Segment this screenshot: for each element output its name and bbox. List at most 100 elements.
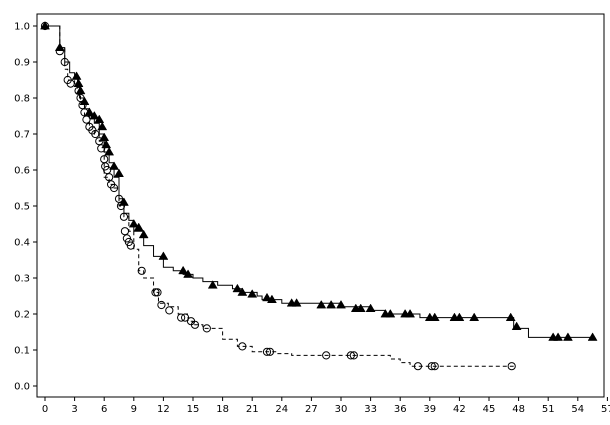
series-1-circle-marker: [181, 313, 190, 322]
series-1-circle-marker: [177, 313, 186, 322]
series-0-triangle-marker: [128, 219, 139, 228]
series-0-triangle-marker: [454, 312, 465, 321]
series-1-circle-marker: [151, 288, 160, 297]
x-tick-label: 33: [364, 404, 377, 415]
series-1-circle-marker: [80, 108, 89, 117]
x-tick-label: 30: [335, 404, 348, 415]
series-0-triangle-marker: [326, 300, 337, 309]
series-0-triangle-marker: [237, 287, 248, 296]
series-1-circle-marker: [40, 21, 50, 31]
series-1-circle-marker: [120, 227, 130, 236]
series-1-circle-marker: [119, 212, 129, 221]
series-0-triangle-marker: [114, 168, 124, 177]
x-tick-label: 27: [305, 404, 318, 415]
series-1-circle-marker: [95, 137, 104, 146]
series-0-triangle-marker: [73, 78, 84, 87]
series-0-triangle-marker: [553, 332, 564, 341]
y-tick-label: 0.0: [14, 382, 30, 393]
y-tick-label: 0.8: [14, 94, 30, 105]
x-tick-label: 3: [71, 404, 77, 415]
series-0-triangle-marker: [54, 42, 65, 51]
x-tick-label: 51: [542, 404, 555, 415]
series-0-triangle-marker: [207, 280, 218, 289]
series-1-circle-marker: [430, 362, 439, 371]
series-1-circle-marker: [97, 144, 106, 153]
series-1-circle-marker: [126, 241, 135, 250]
series-0-triangle-marker: [178, 265, 189, 275]
x-tick-label: 48: [512, 404, 525, 415]
x-tick-label: 0: [42, 404, 48, 415]
y-tick-label: 1.0: [14, 22, 30, 33]
series-0-triangle-marker: [355, 303, 366, 312]
series-1-circle-marker: [66, 79, 75, 88]
series-0-triangle-marker: [336, 300, 346, 309]
series-1-circle-marker: [91, 129, 100, 139]
series-0-triangle-marker: [365, 303, 376, 312]
series-0-triangle-marker: [89, 111, 100, 120]
series-1-circle-marker: [109, 183, 119, 193]
series-0-triangle-marker: [511, 321, 522, 330]
series-1-line: [45, 25, 514, 367]
series-0-triangle-marker: [266, 294, 277, 303]
series-0-triangle-marker: [316, 300, 327, 309]
series-1-circle-marker: [55, 47, 64, 56]
series-1-circle-marker: [202, 324, 211, 333]
x-tick-label: 45: [483, 404, 496, 415]
series-1-circle-marker: [507, 362, 516, 371]
x-tick-label: 21: [246, 404, 259, 415]
x-tick-label: 6: [101, 404, 107, 415]
series-0-triangle-marker: [158, 251, 169, 260]
series-0-triangle-marker: [133, 222, 144, 231]
y-tick-label: 0.5: [14, 202, 30, 213]
series-1-circle-marker: [82, 115, 91, 124]
series-0-triangle-marker: [94, 114, 105, 123]
series-1-circle-marker: [427, 362, 436, 371]
x-tick-label: 18: [216, 404, 229, 415]
series-1-circle-marker: [265, 347, 275, 356]
series-0-triangle-marker: [405, 309, 416, 318]
series-0-triangle-marker: [109, 161, 120, 170]
y-tick-label: 0.3: [14, 274, 30, 285]
series-0-triangle-marker: [469, 312, 480, 321]
x-tick-label: 12: [157, 404, 170, 415]
x-tick-label: 57: [601, 404, 610, 415]
x-tick-label: 9: [131, 404, 137, 415]
series-1-circle-marker: [262, 347, 272, 356]
series-0-triangle-marker: [429, 312, 440, 321]
series-1-circle-marker: [137, 266, 146, 275]
series-1-circle-marker: [74, 86, 83, 95]
x-tick-label: 39: [423, 404, 436, 415]
x-tick-label: 42: [453, 404, 466, 415]
series-1-circle-marker: [60, 57, 69, 67]
series-1-circle-marker: [114, 194, 124, 203]
series-1-circle-marker: [322, 351, 331, 360]
series-1-circle-marker: [103, 165, 112, 175]
y-tick-label: 0.7: [14, 130, 30, 141]
series-0-triangle-marker: [587, 332, 598, 341]
series-0-triangle-marker: [262, 292, 272, 302]
series-0-triangle-marker: [97, 121, 108, 131]
series-0-triangle-marker: [138, 229, 149, 239]
x-tick-label: 36: [394, 404, 407, 415]
series-1-circle-marker: [238, 342, 247, 351]
series-0-line: [45, 25, 593, 338]
series-1-circle-marker: [116, 201, 126, 211]
series-1-circle-marker: [413, 362, 423, 371]
series-1-circle-marker: [78, 101, 87, 110]
series-0-triangle-marker: [183, 269, 194, 278]
series-1-circle-marker: [153, 288, 162, 297]
series-0-triangle-marker: [247, 289, 258, 298]
y-tick-label: 0.1: [14, 346, 30, 357]
series-1-circle-marker: [346, 351, 355, 360]
series-1-circle-marker: [157, 300, 166, 310]
series-0-triangle-marker: [505, 312, 516, 321]
series-0-triangle-marker: [291, 298, 302, 307]
series-1-circle-marker: [105, 173, 114, 182]
series-0-triangle-marker: [562, 332, 573, 341]
series-1-circle-marker: [190, 320, 200, 329]
series-1-circle-marker: [165, 306, 174, 315]
x-tick-label: 24: [275, 404, 288, 415]
x-tick-label: 54: [571, 404, 584, 415]
